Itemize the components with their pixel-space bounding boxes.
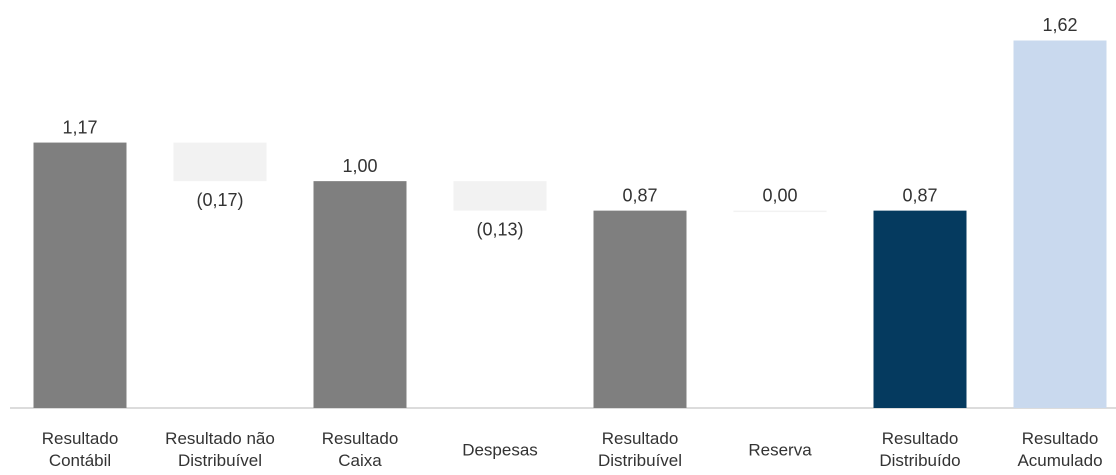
x-tick-label: Resultado Acumulado	[1017, 429, 1102, 470]
bar	[733, 210, 827, 213]
bar	[873, 210, 967, 408]
bar	[593, 210, 687, 408]
value-label: (0,13)	[476, 219, 523, 239]
value-label: 1,00	[342, 156, 377, 176]
bar	[313, 181, 407, 408]
x-tick-label: Reserva	[748, 440, 812, 459]
value-label: 1,17	[62, 117, 97, 137]
bar	[453, 181, 547, 211]
value-label: 0,00	[762, 185, 797, 205]
x-tick-label: Resultado Contábil	[42, 429, 119, 470]
value-label: 1,62	[1042, 15, 1077, 35]
value-label: 0,87	[902, 185, 937, 205]
x-tick-label: Despesas	[462, 440, 538, 459]
x-tick-label: Resultado Distribuível	[598, 429, 682, 470]
bar	[173, 142, 267, 182]
bar	[33, 142, 127, 408]
value-label: 0,87	[622, 185, 657, 205]
x-tick-label: Resultado não Distribuível	[165, 429, 275, 470]
value-label: (0,17)	[196, 190, 243, 210]
bar	[1013, 40, 1107, 409]
x-tick-label: Resultado Caixa	[322, 429, 399, 470]
x-tick-label: Resultado Distribuído	[879, 429, 960, 470]
